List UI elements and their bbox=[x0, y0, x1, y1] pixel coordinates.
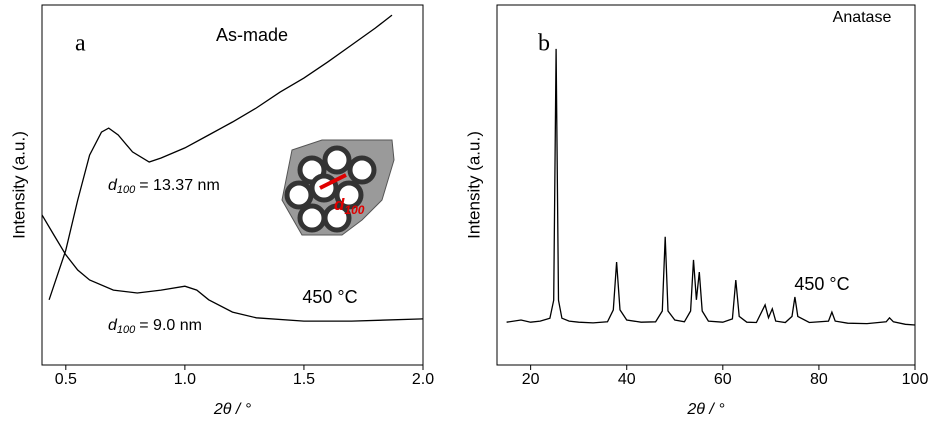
annotation: Anatase bbox=[833, 9, 892, 26]
annotation: d100 = 13.37 nm bbox=[108, 177, 220, 196]
line bbox=[48, 14, 393, 301]
y-axis-label: Intensity (a.u.) bbox=[9, 131, 28, 239]
pore-diagram: d100 bbox=[281, 139, 395, 236]
panel-label: a bbox=[75, 31, 86, 57]
plot-frame bbox=[496, 4, 916, 366]
subscript: 100 bbox=[117, 324, 136, 336]
text: = 9.0 nm bbox=[139, 317, 202, 334]
diagram-label: d100 bbox=[334, 195, 365, 217]
x-axis-label: 2θ / ° bbox=[686, 401, 725, 418]
x-tick-label: 0.5 bbox=[55, 371, 77, 388]
symbol: d bbox=[334, 195, 345, 214]
subscript: 100 bbox=[117, 184, 136, 196]
x-tick-label: 80 bbox=[810, 371, 828, 388]
text: = 13.37 nm bbox=[139, 177, 220, 194]
x-axis-label: 2θ / ° bbox=[213, 401, 252, 418]
x-tick-label: 60 bbox=[714, 371, 732, 388]
y-axis-label: Intensity (a.u.) bbox=[464, 131, 483, 239]
series-label: 450 °C bbox=[794, 274, 849, 294]
x-tick-label: 1.5 bbox=[293, 371, 315, 388]
x-tick-label: 100 bbox=[902, 371, 929, 388]
x-tick-label: 2.0 bbox=[412, 371, 434, 388]
x-tick-label: 20 bbox=[522, 371, 540, 388]
symbol: d bbox=[108, 317, 118, 334]
symbol: d bbox=[108, 177, 118, 194]
series-label: As-made bbox=[216, 25, 288, 45]
series-label: 450 °C bbox=[302, 287, 357, 307]
panel-label: b bbox=[538, 31, 550, 57]
x-tick-label: 1.0 bbox=[174, 371, 196, 388]
line bbox=[506, 48, 916, 326]
line bbox=[41, 214, 424, 322]
subscript: 100 bbox=[344, 203, 364, 217]
x-tick-label: 40 bbox=[618, 371, 636, 388]
annotation: d100 = 9.0 nm bbox=[108, 317, 202, 336]
plot-frame bbox=[41, 4, 424, 366]
